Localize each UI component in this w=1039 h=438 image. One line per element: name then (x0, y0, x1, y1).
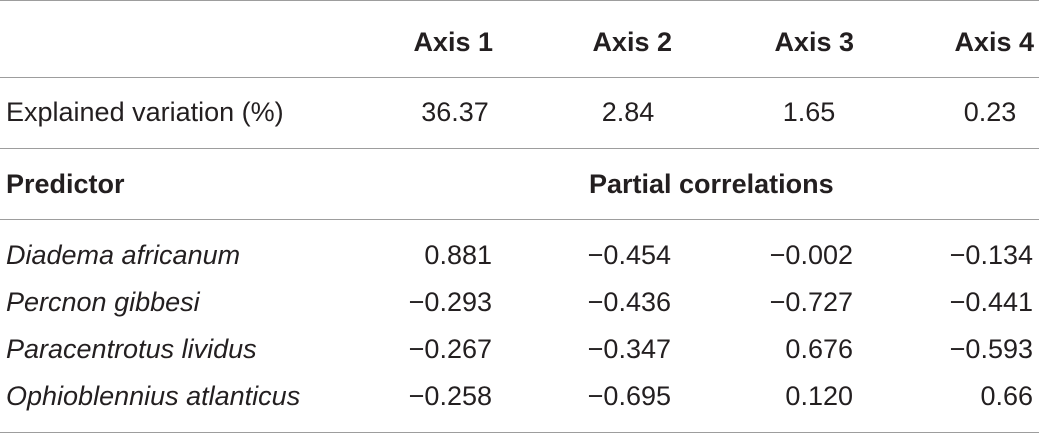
explained-value-3: 1.65 (782, 97, 836, 127)
header-rule (0, 77, 1039, 78)
row-name: Diadema africanum (6, 240, 241, 270)
row-name: Paracentrotus lividus (6, 334, 257, 364)
predictor-label: Predictor (6, 169, 125, 199)
row-value-axis-2: −0.436 (587, 287, 671, 317)
row-value-axis-3: −0.727 (769, 287, 853, 317)
explained-value-4: 0.23 (963, 97, 1017, 127)
row-value-axis-2: −0.454 (587, 240, 671, 270)
header-axis-1: Axis 1 (413, 27, 493, 57)
row-value-axis-2: −0.695 (587, 381, 671, 411)
row-value-axis-4: −0.593 (949, 334, 1033, 364)
row-value-axis-1: −0.267 (408, 334, 492, 364)
header-axis-2: Axis 2 (592, 27, 672, 57)
row-value-axis-4: −0.134 (949, 240, 1033, 270)
row-value-axis-3: 0.120 (785, 381, 853, 411)
row-value-axis-2: −0.347 (587, 334, 671, 364)
explained-value-1: 36.37 (421, 97, 489, 127)
header-axis-4: Axis 4 (954, 27, 1034, 57)
row-value-axis-4: 0.66 (980, 381, 1033, 411)
explained-value-2: 2.84 (601, 97, 655, 127)
row-value-axis-3: −0.002 (769, 240, 853, 270)
row-value-axis-3: 0.676 (785, 334, 853, 364)
bottom-rule (0, 432, 1039, 433)
row-name: Percnon gibbesi (6, 287, 200, 317)
partial-correlations-label: Partial correlations (589, 169, 834, 199)
section-rule (0, 219, 1039, 220)
row-value-axis-1: −0.258 (408, 381, 492, 411)
row-value-axis-4: −0.441 (949, 287, 1033, 317)
explained-variation-label: Explained variation (%) (6, 97, 284, 127)
row-value-axis-1: 0.881 (424, 240, 492, 270)
top-rule (0, 0, 1039, 1)
row-name: Ophioblennius atlanticus (6, 381, 301, 411)
explained-rule (0, 148, 1039, 149)
header-axis-3: Axis 3 (774, 27, 854, 57)
row-value-axis-1: −0.293 (408, 287, 492, 317)
